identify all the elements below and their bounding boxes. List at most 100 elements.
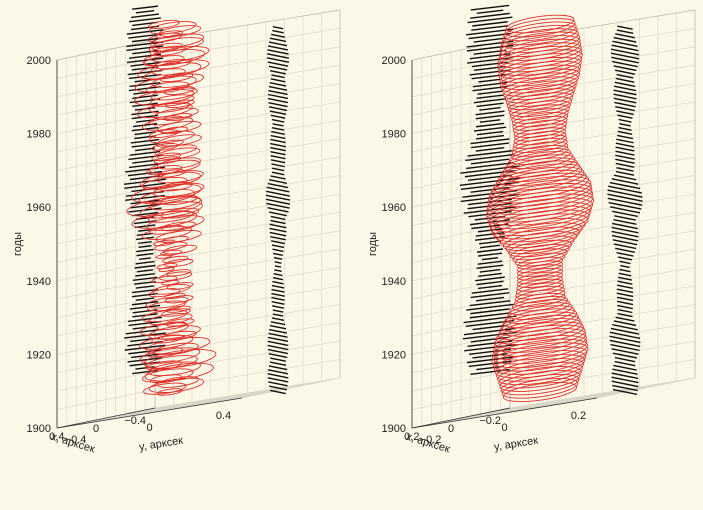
x-projection-stroke — [464, 343, 516, 352]
red-trajectory-loop — [496, 358, 584, 382]
x-projection-stroke — [470, 12, 510, 19]
x-projection-stroke — [471, 61, 509, 68]
red-trajectory-loop — [513, 119, 567, 135]
z-tick-label: 1940 — [382, 276, 406, 288]
y-projection-stroke — [274, 261, 282, 264]
y-projection-stroke — [266, 202, 290, 209]
y-projection-stroke — [610, 327, 640, 335]
x-projection-stroke — [473, 126, 507, 132]
red-trajectory-loop — [160, 207, 200, 219]
red-trajectory-loop — [138, 334, 194, 350]
y-projection-stroke — [272, 313, 284, 317]
red-trajectory-loop — [516, 256, 564, 270]
red-trajectory-loop — [490, 209, 590, 236]
y-projection-stroke — [611, 348, 639, 355]
y-axis-label: y, арксек — [138, 435, 184, 454]
red-trajectory-loop — [497, 49, 583, 73]
y-projection-stroke — [271, 296, 285, 301]
x-projection-stroke — [129, 304, 161, 310]
red-trajectory-loop — [510, 244, 570, 261]
red-trajectory-loop — [491, 342, 589, 369]
y-projection-stroke — [613, 36, 637, 43]
y-projection-stroke — [613, 243, 637, 250]
x-projection-stroke — [478, 272, 502, 277]
y-projection-stroke — [618, 118, 632, 123]
red-trajectory-loop — [502, 381, 578, 403]
y-projection-stroke — [270, 78, 286, 83]
x-projection-stroke — [131, 143, 159, 148]
y-projection-stroke — [271, 292, 285, 297]
red-trajectory-loop — [513, 134, 567, 150]
y-projection-stroke — [617, 256, 633, 261]
red-trajectory-loop — [493, 331, 587, 357]
y-projection-stroke — [612, 388, 638, 396]
red-trajectory-loop — [493, 350, 587, 375]
x-projection-stroke — [467, 150, 513, 157]
x-projection-stroke — [462, 331, 518, 340]
grid-line — [76, 393, 262, 425]
y-projection-stroke — [269, 82, 287, 87]
y-projection-stroke — [268, 179, 288, 184]
x-projection-stroke — [470, 308, 510, 315]
y-projection-stroke — [272, 305, 284, 309]
y-projection-stroke — [616, 110, 634, 116]
red-trajectory-loop — [161, 308, 191, 317]
y-projection-stroke — [272, 276, 284, 281]
y-projection-stroke — [266, 190, 290, 197]
z-tick-label: 1960 — [382, 202, 406, 214]
y-projection-stroke — [619, 268, 631, 273]
y-projection-stroke — [615, 77, 635, 83]
x-projection-stroke — [477, 260, 503, 265]
y-projection-stroke — [271, 300, 285, 305]
y-projection-stroke — [613, 89, 637, 96]
y-projection-stroke — [272, 248, 284, 253]
y-projection-stroke — [617, 308, 633, 314]
red-trajectory-loop — [490, 172, 590, 200]
grid-line — [578, 380, 677, 402]
y-projection-stroke — [271, 126, 285, 131]
x-projection-stroke — [126, 57, 164, 64]
y-projection-stroke — [267, 207, 289, 213]
red-trajectory-loop — [147, 210, 194, 223]
y-projection-stroke — [272, 25, 284, 30]
red-trajectory-loop — [156, 376, 199, 388]
red-trajectory-loop — [513, 130, 567, 146]
red-trajectory-loop — [516, 275, 564, 288]
y-projection-stroke — [612, 384, 638, 392]
y-projection-stroke — [612, 222, 638, 230]
x-projection-stroke — [471, 142, 509, 149]
red-trajectory-loop — [512, 115, 568, 131]
x-projection-stroke — [132, 94, 158, 99]
y-projection-stroke — [266, 53, 290, 59]
x-tick-label: −0.4 — [124, 415, 146, 427]
x-projection-stroke — [131, 292, 159, 298]
red-trajectory-loop — [488, 175, 592, 204]
x-projection-stroke — [474, 215, 506, 221]
x-projection-stroke — [475, 231, 505, 237]
y-projection-stroke — [269, 110, 287, 115]
x-axis-line — [56, 407, 156, 429]
y-projection-stroke — [613, 97, 637, 104]
x-projection-stroke — [472, 353, 508, 359]
y-projection-stroke — [268, 353, 288, 359]
red-trajectory-loop — [516, 267, 564, 281]
x-projection-stroke — [476, 102, 504, 108]
y-projection-stroke — [267, 93, 289, 100]
z-axis-label: годы — [367, 232, 379, 256]
red-trajectory-loop — [503, 80, 577, 101]
x-projection-stroke — [131, 5, 159, 10]
x-projection-stroke — [470, 292, 510, 299]
red-trajectory-loop — [159, 72, 194, 83]
red-trajectory-loop — [139, 201, 203, 219]
y-projection-stroke — [616, 288, 634, 294]
red-trajectory-loop — [146, 360, 183, 371]
y-projection-stroke — [271, 118, 285, 123]
x-projection-stroke — [467, 202, 513, 210]
red-trajectory-loop — [126, 196, 203, 217]
y-projection-stroke — [271, 240, 285, 245]
y-projection-stroke — [265, 194, 291, 201]
y-projection-stroke — [616, 29, 634, 35]
y-projection-stroke — [615, 33, 635, 39]
y-projection-stroke — [272, 280, 284, 285]
y-projection-stroke — [268, 328, 288, 334]
